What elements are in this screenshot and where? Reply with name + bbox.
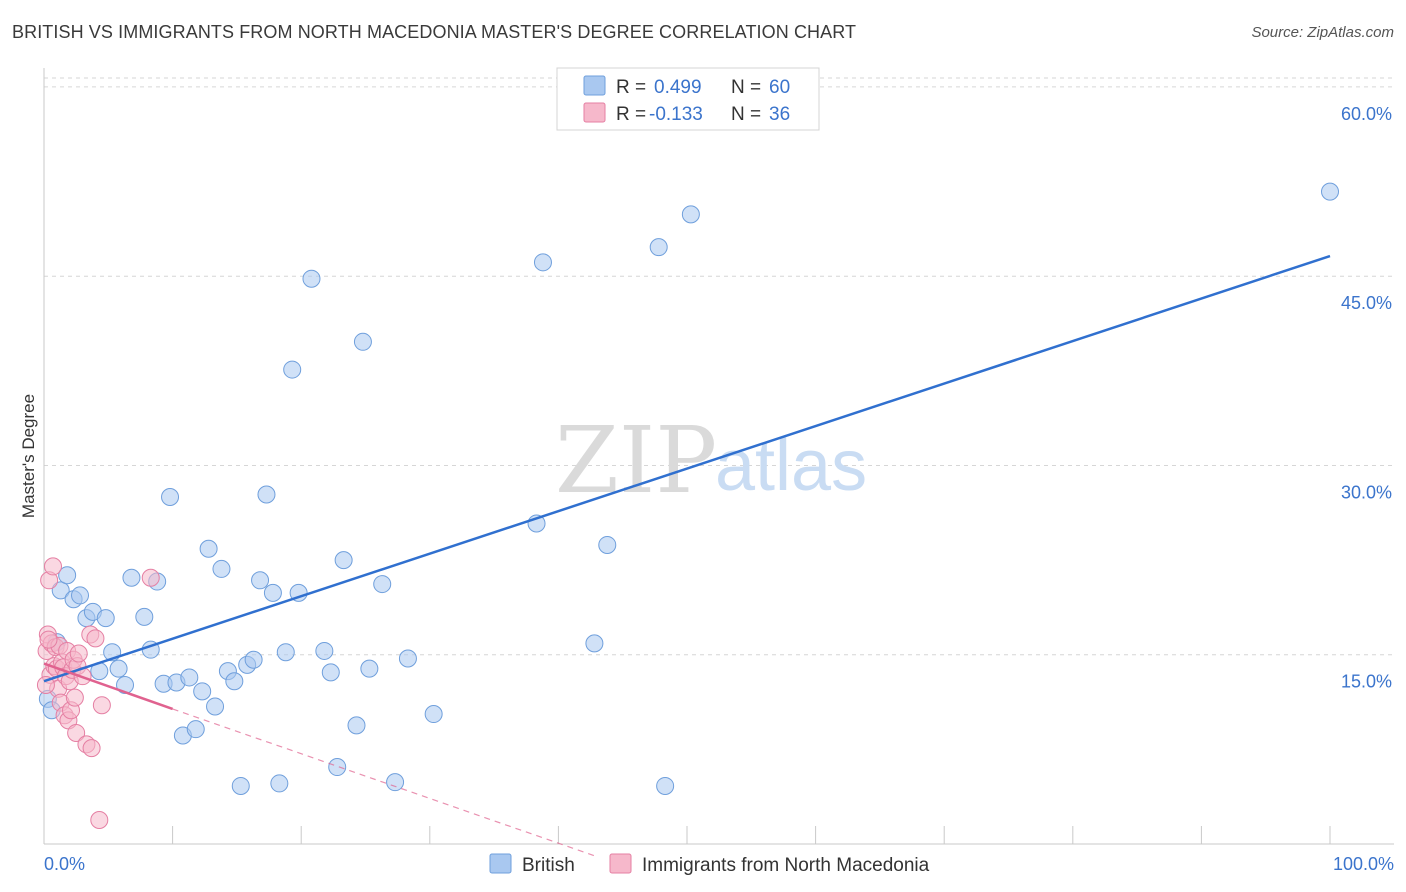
data-point [141,568,160,587]
stats-legend: R = 0.499 N = 60 R = -0.133 N = 36 [556,67,820,131]
data-point [116,676,135,695]
y-tick-label: 15.0% [1341,672,1392,692]
trend-line-0 [43,254,1331,683]
data-point [244,650,263,669]
data-point [206,697,225,716]
legend-swatch-north-macedonia [583,102,606,123]
data-point [135,607,154,626]
bottom-legend-swatch-british [489,853,512,874]
y-tick-label: 30.0% [1341,482,1392,502]
data-point [302,269,321,288]
data-point [39,630,58,649]
data-point [598,535,617,554]
legend-swatch-british [583,75,606,96]
data-point [334,551,353,570]
data-point [585,634,604,653]
watermark-atlas: atlas [715,426,867,506]
data-point [122,568,141,587]
y-axis-label: Master's Degree [19,394,38,518]
data-point [71,586,90,605]
data-point [373,575,392,594]
legend-r-value-north-macedonia: -0.133 [649,104,703,125]
data-point [96,609,115,628]
data-point [109,659,128,678]
x-tick-label-min: 0.0% [44,854,85,874]
data-point [1321,182,1339,201]
legend-r-value-british: 0.499 [654,77,702,98]
data-point [65,688,84,707]
x-tick-label-max: 100.0% [1333,854,1394,874]
legend-n-label-british: N = [731,77,761,98]
y-tick-label: 45.0% [1341,293,1392,313]
data-point [257,485,276,504]
data-point [251,571,270,590]
bottom-legend-label-british: British [522,855,575,876]
watermark-zip: ZIP [555,407,717,514]
bottom-legend-label-north-macedonia: Immigrants from North Macedonia [642,855,930,876]
y-tick-labels: 15.0% 30.0% 45.0% 60.0% [1341,104,1392,692]
data-point [424,705,443,724]
data-point [353,332,372,351]
series-legend: British Immigrants from North Macedonia [489,853,930,876]
data-point [199,539,218,558]
data-point [386,773,405,792]
y-tick-label: 60.0% [1341,104,1392,124]
data-point [276,643,295,662]
data-point [225,672,244,691]
data-point [212,559,231,578]
trend-lines [43,254,1331,858]
data-point [82,739,101,758]
data-point [186,720,205,739]
data-point [270,774,289,793]
watermark: ZIP atlas [555,407,867,514]
x-ticks [43,826,1331,844]
legend-r-label-british: R = [616,77,646,98]
data-point [315,641,334,660]
data-point [90,811,109,830]
data-point [656,776,675,795]
data-point [263,583,282,602]
legend-r-label-north-macedonia: R = [616,104,646,125]
trend-line-extension-1 [172,708,598,858]
data-point [360,659,379,678]
legend-n-label-north-macedonia: N = [731,104,761,125]
data-point [69,644,88,663]
data-point [92,696,111,715]
data-point [649,238,668,257]
source-credit: Source: ZipAtlas.com [1251,24,1394,41]
data-point [193,682,212,701]
data-point [681,205,700,224]
data-point [231,776,250,795]
bottom-legend-swatch-north-macedonia [609,853,632,874]
gridlines [44,77,1394,656]
legend-n-value-north-macedonia: 36 [769,104,790,125]
data-point [67,723,86,742]
data-point [347,716,366,735]
data-point [58,566,77,585]
data-point [328,758,347,777]
data-point [44,557,63,576]
data-point [180,668,199,687]
trend-line-1 [43,662,174,711]
data-point [161,488,180,507]
chart-title: BRITISH VS IMMIGRANTS FROM NORTH MACEDON… [12,22,857,42]
data-point [51,581,70,600]
data-point [283,360,302,379]
data-point [86,629,105,648]
data-point [533,253,552,272]
legend-n-value-british: 60 [769,77,790,98]
data-point [36,676,55,695]
series-north-macedonia [36,557,160,830]
data-point [321,663,340,682]
data-point [398,649,417,668]
